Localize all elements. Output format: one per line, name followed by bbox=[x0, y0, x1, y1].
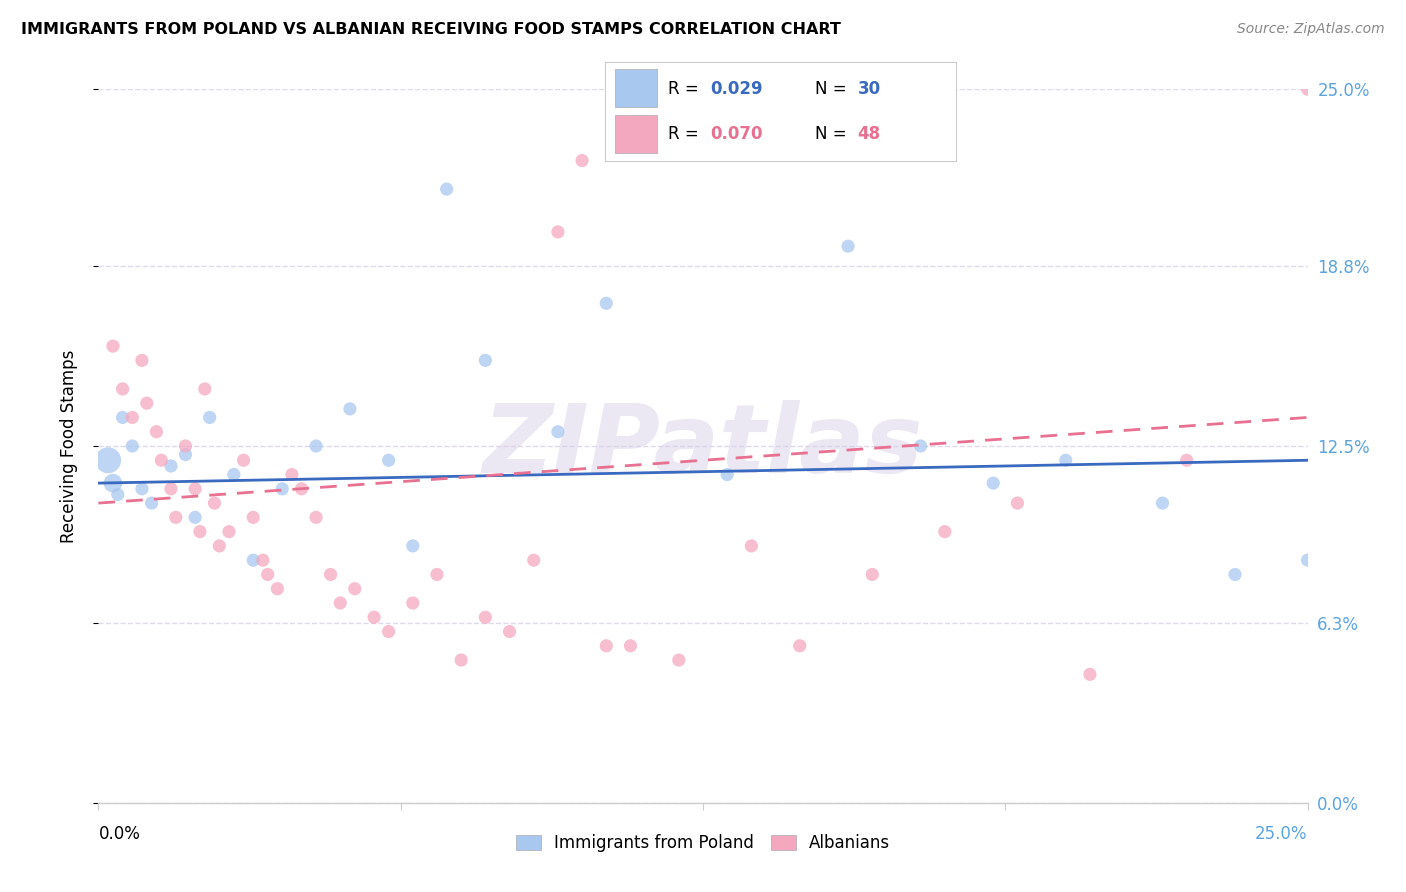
Point bbox=[668, 653, 690, 667]
Point bbox=[266, 582, 288, 596]
Point bbox=[252, 553, 274, 567]
Point bbox=[981, 476, 1004, 491]
Point bbox=[1078, 667, 1101, 681]
Point bbox=[222, 467, 245, 482]
Point bbox=[377, 453, 399, 467]
Bar bbox=[616, 115, 657, 153]
Point bbox=[131, 353, 153, 368]
Point bbox=[402, 539, 425, 553]
Point bbox=[135, 396, 157, 410]
Point bbox=[1296, 82, 1319, 96]
Point bbox=[363, 610, 385, 624]
Point bbox=[281, 467, 304, 482]
Point bbox=[329, 596, 352, 610]
Point bbox=[97, 453, 120, 467]
Point bbox=[111, 382, 134, 396]
Point bbox=[174, 448, 197, 462]
Point bbox=[242, 553, 264, 567]
Point bbox=[242, 510, 264, 524]
Text: ZIPatlas: ZIPatlas bbox=[482, 400, 924, 492]
Point bbox=[343, 582, 366, 596]
Point bbox=[402, 596, 425, 610]
Point bbox=[204, 496, 226, 510]
Point bbox=[145, 425, 167, 439]
Point bbox=[1007, 496, 1029, 510]
Point bbox=[837, 239, 859, 253]
Point bbox=[740, 539, 762, 553]
Text: N =: N = bbox=[815, 125, 852, 143]
Point bbox=[1296, 553, 1319, 567]
Point bbox=[218, 524, 240, 539]
Text: R =: R = bbox=[668, 80, 704, 98]
Text: N =: N = bbox=[815, 80, 852, 98]
Text: 25.0%: 25.0% bbox=[1256, 825, 1308, 843]
Point bbox=[910, 439, 932, 453]
Point bbox=[188, 524, 211, 539]
Point bbox=[595, 639, 617, 653]
Point bbox=[934, 524, 956, 539]
Point bbox=[160, 482, 183, 496]
Point bbox=[194, 382, 217, 396]
Point bbox=[860, 567, 883, 582]
Point bbox=[121, 410, 143, 425]
Text: 0.029: 0.029 bbox=[710, 80, 762, 98]
Text: R =: R = bbox=[668, 125, 704, 143]
Point bbox=[107, 487, 129, 501]
Point bbox=[498, 624, 520, 639]
Point bbox=[174, 439, 197, 453]
Point bbox=[290, 482, 312, 496]
Point bbox=[1223, 567, 1246, 582]
Point bbox=[305, 439, 328, 453]
Text: 0.0%: 0.0% bbox=[98, 825, 141, 843]
Text: IMMIGRANTS FROM POLAND VS ALBANIAN RECEIVING FOOD STAMPS CORRELATION CHART: IMMIGRANTS FROM POLAND VS ALBANIAN RECEI… bbox=[21, 22, 841, 37]
Point bbox=[141, 496, 163, 510]
Point bbox=[101, 339, 124, 353]
Text: 48: 48 bbox=[858, 125, 880, 143]
Point bbox=[184, 482, 207, 496]
Point bbox=[305, 510, 328, 524]
Point bbox=[121, 439, 143, 453]
Point bbox=[232, 453, 254, 467]
Point bbox=[789, 639, 811, 653]
Point bbox=[450, 653, 472, 667]
Legend: Immigrants from Poland, Albanians: Immigrants from Poland, Albanians bbox=[509, 828, 897, 859]
Point bbox=[131, 482, 153, 496]
Point bbox=[165, 510, 187, 524]
Point bbox=[256, 567, 278, 582]
Point bbox=[571, 153, 593, 168]
Point bbox=[436, 182, 458, 196]
Text: 30: 30 bbox=[858, 80, 880, 98]
Point bbox=[271, 482, 294, 496]
Point bbox=[160, 458, 183, 473]
Point bbox=[1175, 453, 1198, 467]
Point bbox=[547, 425, 569, 439]
Point bbox=[339, 401, 361, 416]
Point bbox=[184, 510, 207, 524]
Text: Source: ZipAtlas.com: Source: ZipAtlas.com bbox=[1237, 22, 1385, 37]
Point bbox=[619, 639, 641, 653]
Point bbox=[1152, 496, 1174, 510]
Point bbox=[319, 567, 342, 582]
Bar bbox=[616, 70, 657, 107]
Point bbox=[101, 476, 124, 491]
Point bbox=[474, 353, 496, 368]
Point bbox=[474, 610, 496, 624]
Point bbox=[1054, 453, 1077, 467]
Point bbox=[523, 553, 546, 567]
Text: 0.070: 0.070 bbox=[710, 125, 762, 143]
Point bbox=[595, 296, 617, 310]
Point bbox=[377, 624, 399, 639]
Point bbox=[208, 539, 231, 553]
Point bbox=[198, 410, 221, 425]
Point bbox=[547, 225, 569, 239]
Y-axis label: Receiving Food Stamps: Receiving Food Stamps bbox=[59, 350, 77, 542]
Point bbox=[716, 467, 738, 482]
Point bbox=[111, 410, 134, 425]
Point bbox=[150, 453, 173, 467]
Point bbox=[426, 567, 449, 582]
